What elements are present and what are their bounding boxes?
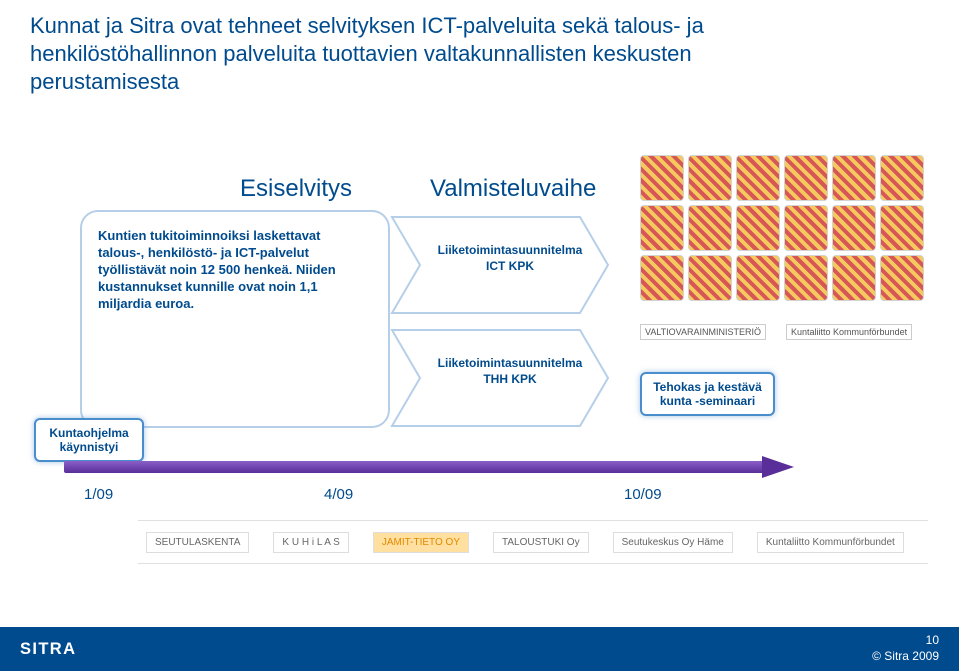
emblem-icon xyxy=(784,205,828,251)
partner-logo: K U H i L A S xyxy=(273,532,348,553)
phase-label-valmistelu: Valmisteluvaihe xyxy=(430,175,596,203)
emblem-icon xyxy=(688,255,732,301)
partner-logo: Seutukeskus Oy Häme xyxy=(613,532,733,553)
logo-valtiovarainministerio: VALTIOVARAINMINISTERIÖ xyxy=(640,324,766,340)
emblem-icon xyxy=(784,255,828,301)
municipality-emblem-grid xyxy=(640,155,940,301)
chevron-thh: Liiketoimintasuunnitelma THH KPK xyxy=(390,328,610,428)
timeline-arrowhead-icon xyxy=(762,456,794,478)
esiselvitys-summary-text: Kuntien tukitoiminnoiksi laskettavat tal… xyxy=(98,228,358,312)
footer-meta: 10 © Sitra 2009 xyxy=(872,633,939,664)
chevron-ict-label: Liiketoimintasuunnitelma ICT KPK xyxy=(430,243,590,274)
partner-logo: JAMIT-TIETO OY xyxy=(373,532,469,553)
emblem-icon xyxy=(736,255,780,301)
chevron-ict: Liiketoimintasuunnitelma ICT KPK xyxy=(390,215,610,315)
timeline-tick-2: 4/09 xyxy=(324,486,353,503)
timeline-tick-1: 1/09 xyxy=(84,486,113,503)
logo-kuntaliitto: Kuntaliitto Kommunförbundet xyxy=(786,324,912,340)
timeline-arrow xyxy=(64,458,794,476)
partner-logo: SEUTULASKENTA xyxy=(146,532,249,553)
emblem-icon xyxy=(688,155,732,201)
page-number: 10 xyxy=(872,633,939,649)
partner-logo: Kuntaliitto Kommunförbundet xyxy=(757,532,904,553)
callout-kuntaohjelma: Kuntaohjelma käynnistyi xyxy=(34,418,144,462)
emblem-icon xyxy=(640,155,684,201)
emblem-icon xyxy=(640,255,684,301)
emblem-icon xyxy=(736,205,780,251)
emblem-icon xyxy=(640,205,684,251)
slide-title: Kunnat ja Sitra ovat tehneet selvityksen… xyxy=(30,12,750,96)
emblem-icon xyxy=(784,155,828,201)
emblem-icon xyxy=(688,205,732,251)
timeline-tick-3: 10/09 xyxy=(624,486,662,503)
emblem-icon xyxy=(736,155,780,201)
emblem-icon xyxy=(832,155,876,201)
callout-tehokas: Tehokas ja kestävä kunta -seminaari xyxy=(640,372,775,416)
copyright: © Sitra 2009 xyxy=(872,649,939,665)
emblem-icon xyxy=(880,205,924,251)
sitra-logo-icon: SITRA xyxy=(20,637,130,661)
footer-bar: SITRA 10 © Sitra 2009 xyxy=(0,627,959,671)
esiselvitys-box: Kuntien tukitoiminnoiksi laskettavat tal… xyxy=(80,210,390,428)
svg-text:SITRA: SITRA xyxy=(20,640,76,658)
emblem-icon xyxy=(880,155,924,201)
emblem-icon xyxy=(832,205,876,251)
emblem-icon xyxy=(832,255,876,301)
emblem-icon xyxy=(880,255,924,301)
partner-logo-strip: SEUTULASKENTA K U H i L A S JAMIT-TIETO … xyxy=(138,520,928,564)
chevron-thh-label: Liiketoimintasuunnitelma THH KPK xyxy=(430,356,590,387)
timeline-bar xyxy=(64,461,764,473)
partner-logo: TALOUSTUKI Oy xyxy=(493,532,589,553)
phase-label-esiselvitys: Esiselvitys xyxy=(240,175,352,203)
right-org-logos: VALTIOVARAINMINISTERIÖ Kuntaliitto Kommu… xyxy=(640,318,940,346)
